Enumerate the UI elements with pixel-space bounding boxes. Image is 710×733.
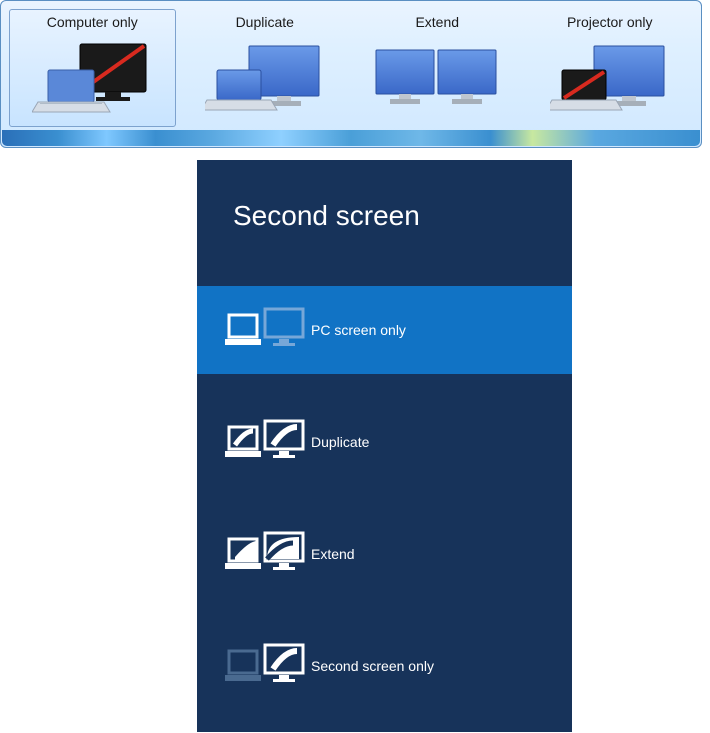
win8-option-second-only[interactable]: Second screen only (197, 622, 572, 710)
win8-option-extend[interactable]: Extend (197, 510, 572, 598)
win7-option-projector-only[interactable]: Projector only (527, 9, 694, 127)
win8-option-list: PC screen only Duplicate (197, 286, 572, 710)
win7-option-label: Extend (415, 14, 459, 30)
pc-only-icon (225, 305, 311, 355)
win8-option-label: Duplicate (311, 434, 369, 450)
extend-icon (225, 529, 311, 579)
duplicate-icon (183, 36, 348, 126)
win7-option-computer-only[interactable]: Computer only (9, 9, 176, 127)
win7-display-switcher: Computer only Duplicate (0, 0, 702, 148)
projector-only-icon (528, 36, 693, 126)
win7-option-label: Computer only (47, 14, 138, 30)
win7-option-duplicate[interactable]: Duplicate (182, 9, 349, 127)
win7-option-extend[interactable]: Extend (354, 9, 521, 127)
win8-option-label: PC screen only (311, 322, 406, 338)
win8-option-label: Second screen only (311, 658, 434, 674)
win8-option-pc-only[interactable]: PC screen only (197, 286, 572, 374)
win8-panel-title: Second screen (197, 160, 572, 232)
duplicate-icon (225, 417, 311, 467)
computer-only-icon (10, 36, 175, 126)
extend-icon (355, 36, 520, 126)
win8-option-duplicate[interactable]: Duplicate (197, 398, 572, 486)
second-only-icon (225, 641, 311, 691)
win8-second-screen-panel: Second screen PC screen only (197, 160, 572, 732)
win7-glass-strip (2, 130, 700, 146)
win8-option-label: Extend (311, 546, 355, 562)
win7-option-label: Duplicate (236, 14, 294, 30)
win7-option-label: Projector only (567, 14, 653, 30)
